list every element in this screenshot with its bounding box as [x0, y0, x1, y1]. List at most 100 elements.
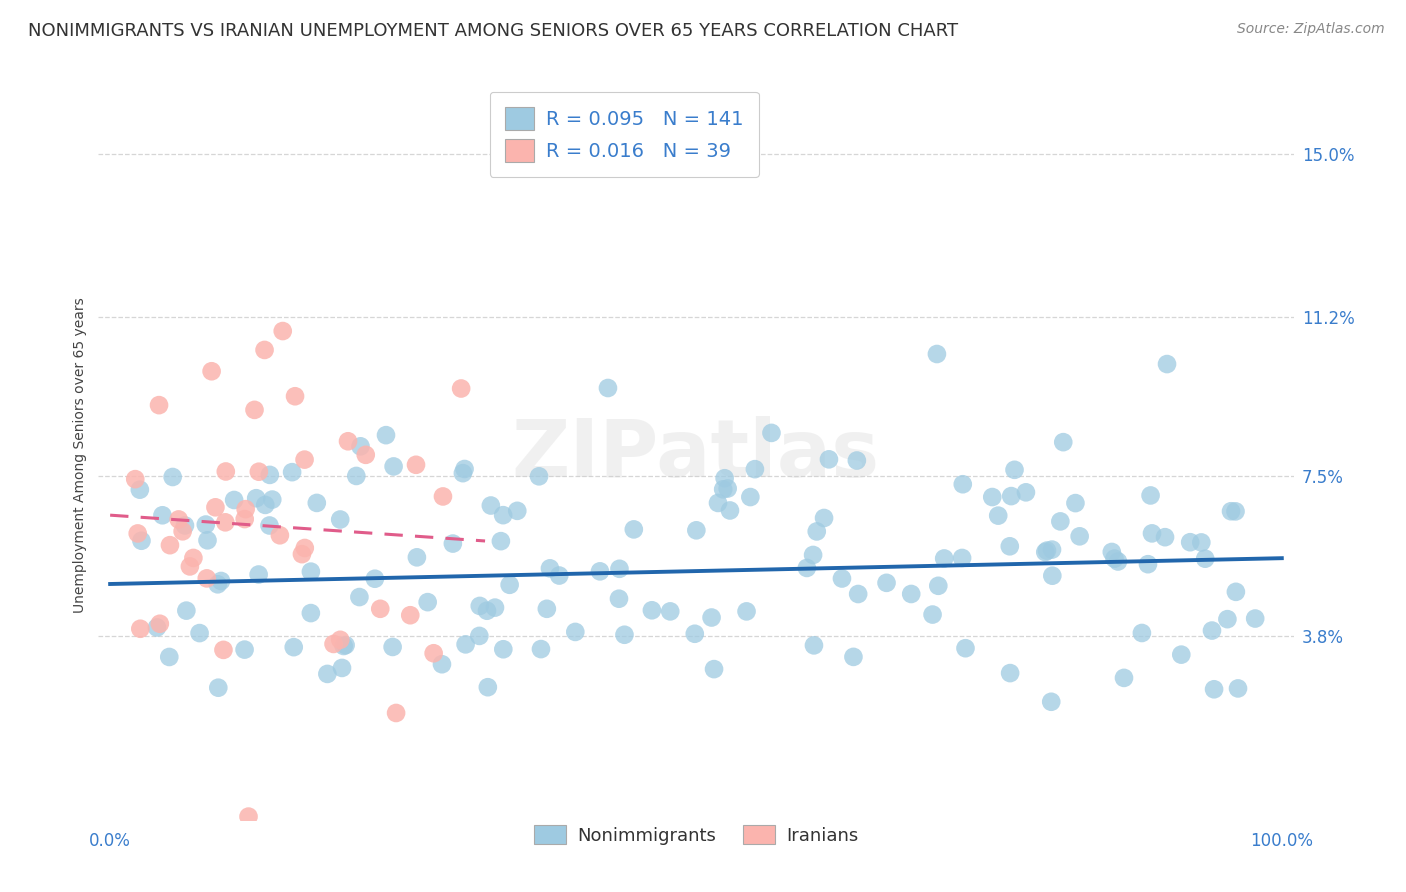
Point	[127, 526, 149, 541]
Point	[1227, 681, 1250, 696]
Point	[259, 518, 281, 533]
Point	[194, 517, 217, 532]
Point	[707, 496, 730, 510]
Point	[152, 508, 174, 523]
Point	[1202, 682, 1225, 697]
Point	[477, 680, 499, 694]
Point	[1036, 543, 1059, 558]
Point	[761, 425, 783, 440]
Point	[1225, 584, 1247, 599]
Point	[987, 508, 1010, 523]
Point	[207, 577, 229, 591]
Point	[368, 602, 391, 616]
Point	[925, 347, 948, 361]
Point	[1112, 671, 1135, 685]
Point	[337, 434, 360, 449]
Point	[1139, 488, 1161, 502]
Point	[641, 603, 664, 617]
Point	[921, 607, 943, 622]
Point	[744, 462, 766, 476]
Point	[484, 600, 506, 615]
Point	[330, 661, 353, 675]
Point	[201, 364, 224, 378]
Point	[538, 561, 561, 575]
Point	[209, 574, 232, 588]
Point	[299, 606, 322, 620]
Point	[506, 504, 529, 518]
Point	[422, 646, 444, 660]
Point	[416, 595, 439, 609]
Point	[952, 477, 974, 491]
Point	[685, 524, 707, 538]
Point	[981, 490, 1004, 504]
Point	[149, 616, 172, 631]
Point	[475, 604, 498, 618]
Point	[406, 550, 429, 565]
Point	[159, 538, 181, 552]
Point	[146, 620, 169, 634]
Point	[740, 490, 762, 504]
Point	[233, 512, 256, 526]
Point	[243, 403, 266, 417]
Point	[1154, 530, 1177, 544]
Point	[1000, 489, 1022, 503]
Point	[1004, 463, 1026, 477]
Y-axis label: Unemployment Among Seniors over 65 years: Unemployment Among Seniors over 65 years	[73, 297, 87, 613]
Point	[468, 629, 491, 643]
Text: ZIPatlas: ZIPatlas	[512, 416, 880, 494]
Point	[247, 465, 270, 479]
Point	[801, 548, 824, 562]
Point	[934, 551, 956, 566]
Point	[349, 439, 371, 453]
Point	[589, 565, 612, 579]
Point	[468, 599, 491, 613]
Point	[1201, 624, 1223, 638]
Point	[613, 628, 636, 642]
Point	[998, 666, 1021, 681]
Point	[717, 482, 740, 496]
Point	[683, 626, 706, 640]
Point	[1180, 535, 1202, 549]
Point	[399, 608, 422, 623]
Point	[1216, 612, 1239, 626]
Point	[796, 561, 818, 575]
Point	[1140, 526, 1163, 541]
Point	[281, 465, 304, 479]
Point	[172, 524, 194, 539]
Point	[131, 533, 153, 548]
Point	[247, 567, 270, 582]
Point	[623, 522, 645, 536]
Point	[492, 508, 515, 523]
Point	[803, 639, 825, 653]
Point	[813, 511, 835, 525]
Point	[176, 604, 198, 618]
Point	[530, 642, 553, 657]
Point	[322, 637, 344, 651]
Point	[179, 559, 201, 574]
Point	[212, 643, 235, 657]
Point	[245, 491, 267, 506]
Point	[1220, 504, 1243, 518]
Point	[842, 649, 865, 664]
Point	[305, 496, 328, 510]
Text: Source: ZipAtlas.com: Source: ZipAtlas.com	[1237, 22, 1385, 37]
Point	[1136, 558, 1159, 572]
Point	[1244, 611, 1267, 625]
Point	[876, 575, 898, 590]
Text: NONIMMIGRANTS VS IRANIAN UNEMPLOYMENT AMONG SENIORS OVER 65 YEARS CORRELATION CH: NONIMMIGRANTS VS IRANIAN UNEMPLOYMENT AM…	[28, 22, 959, 40]
Point	[489, 534, 512, 549]
Point	[1107, 554, 1129, 568]
Point	[1049, 515, 1071, 529]
Point	[375, 428, 398, 442]
Point	[659, 604, 682, 618]
Point	[291, 547, 314, 561]
Point	[1130, 626, 1153, 640]
Point	[1040, 695, 1063, 709]
Point	[713, 471, 735, 485]
Point	[349, 590, 371, 604]
Point	[354, 448, 377, 462]
Point	[1194, 551, 1216, 566]
Point	[1052, 435, 1074, 450]
Point	[385, 706, 408, 720]
Point	[224, 493, 246, 508]
